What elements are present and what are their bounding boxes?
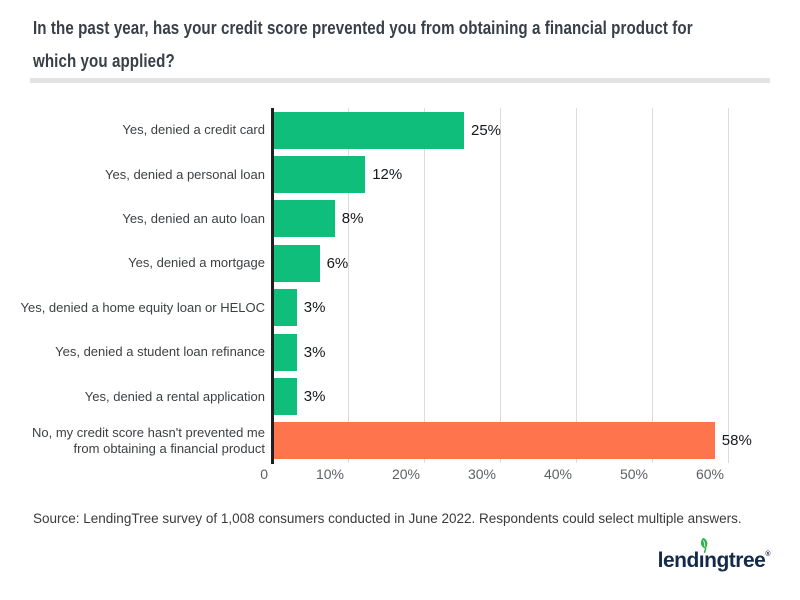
value-label: 3% [303,388,326,406]
bar [274,289,297,327]
bar-chart: Yes, denied a credit card 25% Yes, denied … [0,108,800,488]
value-label: 3% [303,299,326,317]
leaf-icon [700,537,708,553]
bar [274,422,715,460]
category-label: Yes, denied a home equity loan or HELOC [20,299,265,315]
bar-row: Yes, denied a student loan refinance 3% [0,330,800,374]
bar [274,244,320,282]
value-label: 58% [721,432,752,450]
y-axis-line [271,108,274,464]
lendingtree-logo: lend ıngtree® [657,537,770,572]
bar [274,200,335,238]
x-tick-label: 20% [391,466,420,482]
category-label: Yes, denied a student loan refinance [55,344,265,360]
bar-row: Yes, denied a rental application 3% [0,374,800,418]
logo-text-after: ngtree [704,549,766,572]
logo-text-before: lend [657,549,700,572]
title-divider [30,78,770,83]
bar-row: Yes, denied a personal loan 12% [0,152,800,196]
category-label: Yes, denied a personal loan [105,166,265,182]
page-title-line2: which you applied? [33,51,175,71]
category-label: Yes, denied an auto loan [122,210,265,226]
bar-row: Yes, denied a credit card 25% [0,108,800,152]
value-label: 25% [471,121,502,139]
bar [274,378,297,416]
bar-row: Yes, denied a home equity loan or HELOC 3… [0,286,800,330]
bar-row: Yes, denied a mortgage 6% [0,241,800,285]
value-label: 6% [326,254,349,272]
category-label: Yes, denied a mortgage [128,255,265,271]
gridline [576,108,577,463]
value-label: 12% [372,166,403,184]
page-title: In the past year, has your credit score … [33,12,693,78]
gridline [728,108,729,463]
bar [274,111,464,149]
source-note: Source: LendingTree survey of 1,008 cons… [33,511,742,526]
bar-row: No, my credit score hasn't prevented me … [0,419,800,463]
gridline [424,108,425,463]
logo-leaf-letter: ı [698,537,708,572]
value-label: 3% [303,343,326,361]
bar [274,156,366,194]
logo-dotless-i: ı [698,549,705,572]
x-tick-label: 10% [315,466,344,482]
gridline [348,108,349,463]
lendingtree-logo-text: lend ıngtree® [657,537,770,572]
category-label: Yes, denied a credit card [122,122,265,138]
category-label: No, my credit score hasn't prevented me … [32,424,265,456]
x-tick-label: 0 [260,466,268,482]
x-tick-label: 40% [543,466,572,482]
x-tick-label: 50% [619,466,648,482]
category-label: Yes, denied a rental application [84,388,265,404]
gridline [652,108,653,463]
gridline [500,108,501,463]
x-tick-label: 30% [467,466,496,482]
value-label: 8% [341,210,364,228]
registered-trademark: ® [765,551,770,558]
bar [274,333,297,371]
page-title-line1: In the past year, has your credit score … [33,18,693,38]
bar-row: Yes, denied an auto loan 8% [0,197,800,241]
x-tick-label: 60% [695,466,724,482]
